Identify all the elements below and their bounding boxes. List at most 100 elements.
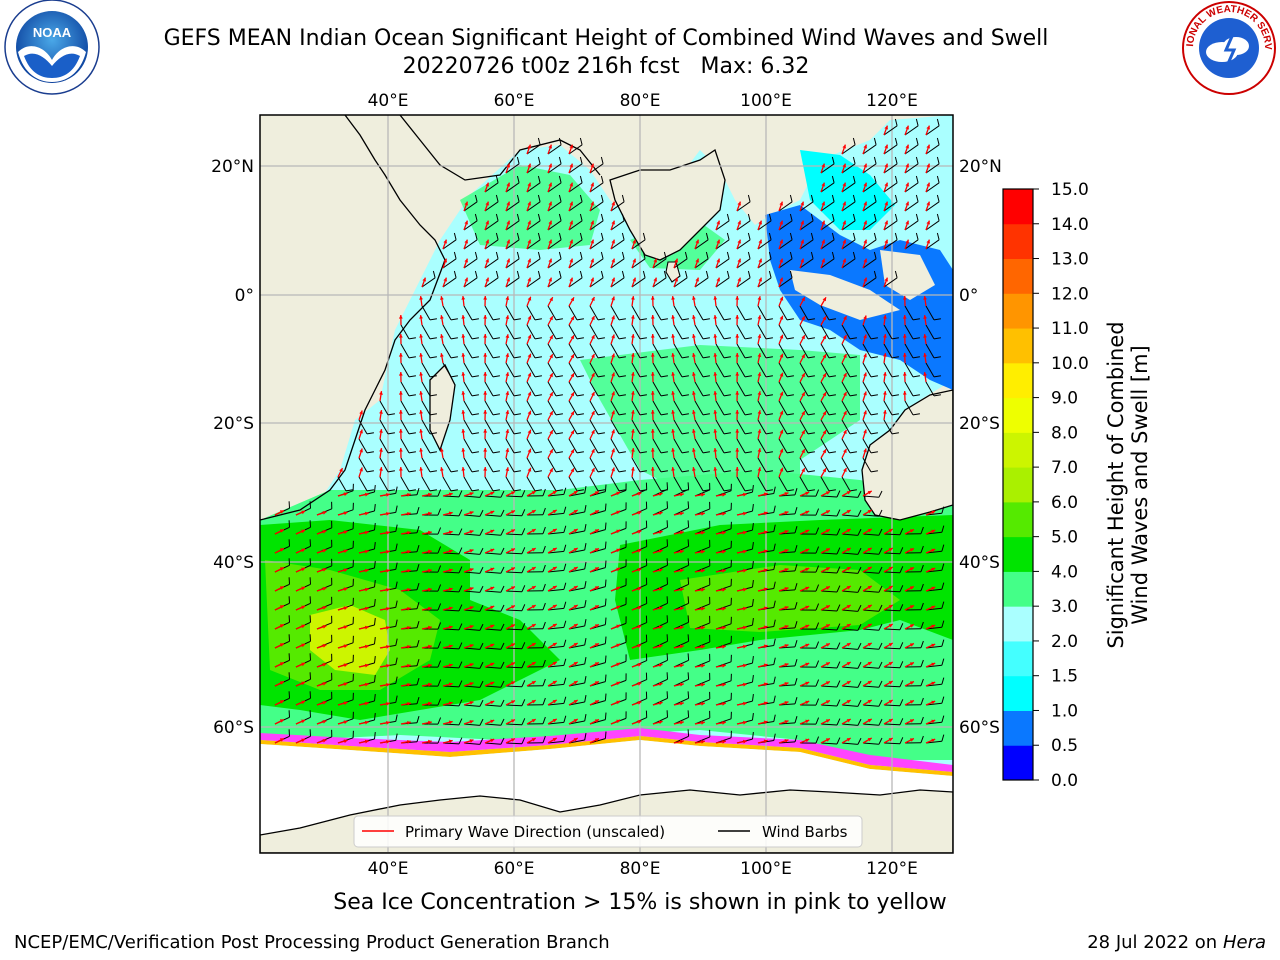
wind-barb-feather	[857, 623, 862, 631]
wind-barb-feather	[618, 451, 626, 454]
wind-barb-feather	[500, 718, 505, 726]
wave-arrow-head	[428, 644, 432, 649]
wind-barb	[883, 552, 901, 555]
wind-barb	[379, 476, 389, 492]
wind-barb-feather	[794, 488, 798, 496]
wind-barb	[925, 531, 942, 535]
wave-arrow-head	[713, 467, 718, 471]
wind-barb-feather	[894, 232, 898, 240]
wave-arrow-head	[570, 316, 574, 321]
wind-barb-feather	[915, 175, 919, 183]
wave-arrow-head	[701, 645, 705, 649]
wave-zone-5-6m-east	[680, 565, 900, 632]
wind-barb-feather	[458, 585, 463, 593]
wind-barb-feather	[604, 617, 607, 625]
wind-barb	[400, 343, 410, 359]
wind-barb-feather	[639, 356, 647, 359]
wind-barb	[505, 400, 515, 416]
wind-barb-feather	[604, 731, 607, 739]
wind-barb	[820, 182, 835, 193]
wave-arrow-head	[905, 125, 909, 130]
wind-barb	[799, 239, 814, 250]
wind-barb-feather	[933, 337, 941, 340]
wind-barb-feather	[726, 213, 730, 221]
wave-arrow-head	[846, 605, 851, 609]
wave-arrow-head	[407, 721, 411, 725]
wind-barb-feather	[894, 118, 898, 126]
wind-barb	[526, 305, 536, 321]
wind-barb	[904, 182, 919, 193]
wave-arrow-head	[909, 548, 914, 552]
wind-barb-feather	[663, 270, 667, 278]
wind-barb	[736, 419, 746, 435]
wind-barb	[568, 362, 578, 378]
wave-arrow-head	[469, 625, 474, 629]
wave-arrow-head	[801, 373, 805, 378]
wind-barb-feather	[773, 638, 776, 646]
wave-arrow-head	[779, 220, 783, 225]
wave-arrow-head	[569, 163, 573, 168]
wind-barb-feather	[723, 451, 731, 454]
wind-barb	[589, 324, 599, 340]
wind-barb-feather	[705, 232, 709, 240]
wind-barb-feather	[915, 137, 919, 145]
wind-barb-feather	[920, 659, 924, 667]
wind-barb	[442, 343, 452, 359]
wind-barb	[547, 457, 557, 473]
wave-arrow-head	[322, 549, 327, 553]
wind-barb-feather	[542, 640, 546, 648]
wind-barb	[820, 201, 835, 212]
wind-barb-feather	[899, 566, 904, 573]
wind-barb	[862, 742, 879, 745]
wind-barb-feather	[807, 318, 815, 321]
wind-barb-feather	[852, 232, 856, 240]
wave-arrow-head	[469, 511, 474, 515]
wave-arrow-head	[511, 643, 515, 647]
wind-barb-feather	[516, 156, 520, 164]
wave-arrow-head	[671, 410, 675, 414]
wind-barb-feather	[786, 489, 794, 492]
wind-barb	[505, 201, 520, 212]
wind-barb	[820, 666, 838, 669]
wind-barb-feather	[513, 356, 521, 359]
wind-barb	[862, 704, 879, 707]
wave-arrow-head	[692, 391, 696, 395]
wave-arrow-head	[322, 682, 327, 686]
wind-barb	[400, 362, 410, 378]
wave-arrow-head	[483, 429, 488, 433]
wind-barb-feather	[765, 432, 773, 435]
wave-arrow-head	[527, 201, 531, 206]
wave-arrow-head	[713, 372, 718, 376]
wave-arrow-head	[443, 239, 447, 244]
wave-arrow-head	[779, 277, 783, 282]
wind-barb-feather	[600, 213, 604, 221]
wave-arrow-head	[923, 315, 927, 319]
wave-arrow-head	[716, 220, 720, 225]
wave-arrow-head	[637, 549, 642, 553]
wind-barb-feather	[521, 737, 526, 744]
wind-barb-feather	[773, 695, 776, 703]
wind-barb	[421, 343, 431, 359]
wave-arrow-head	[805, 605, 810, 610]
wave-arrow-head	[763, 682, 768, 687]
wind-barb-feather	[794, 678, 798, 686]
wind-barb-feather	[852, 194, 856, 202]
wave-arrow-head	[846, 586, 851, 590]
wave-arrow-head	[842, 201, 846, 206]
wind-barb	[463, 400, 473, 416]
wave-arrow-head	[569, 201, 573, 206]
wind-barb	[547, 645, 564, 649]
wind-barb-feather	[584, 695, 587, 703]
wave-arrow-head	[386, 664, 390, 668]
wind-barb-feather	[516, 251, 520, 259]
wave-arrow-head	[863, 220, 867, 225]
wind-barb-feather	[495, 232, 499, 240]
wind-barb	[715, 438, 725, 454]
wind-barb	[862, 666, 879, 669]
wind-barb	[484, 590, 501, 593]
colorbar-bin	[1003, 397, 1033, 433]
wind-barb	[505, 571, 523, 574]
wind-barb-feather	[542, 526, 546, 534]
wind-barb	[547, 419, 557, 435]
wave-arrow-head	[461, 448, 466, 452]
